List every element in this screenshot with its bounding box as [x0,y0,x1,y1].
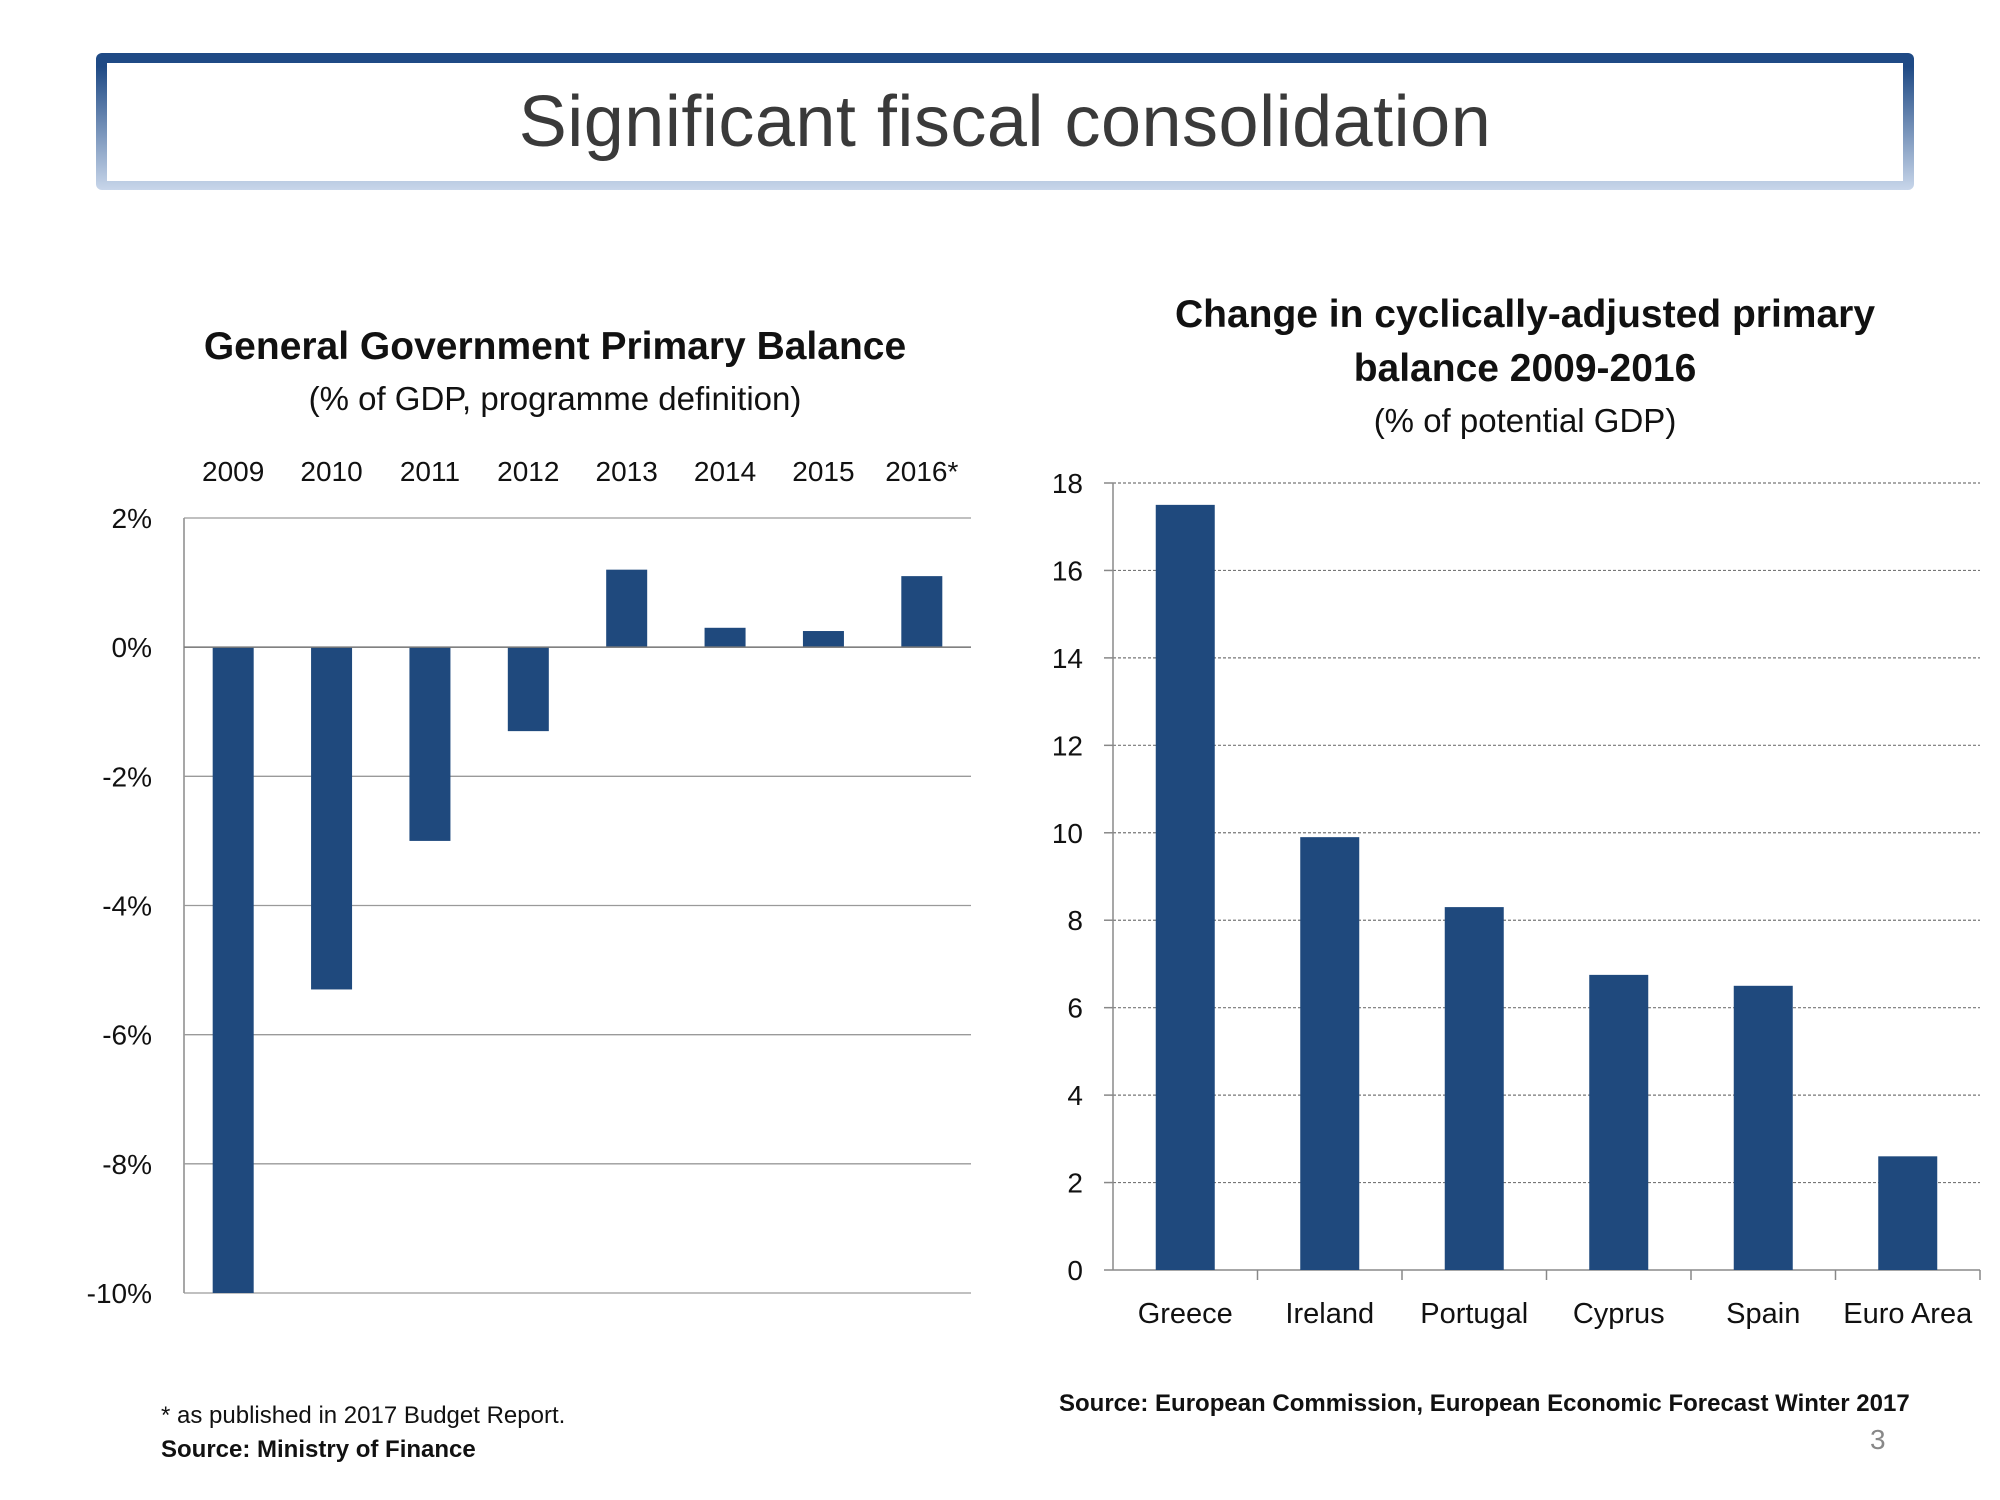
left-bar [704,627,746,648]
right-x-tick-label: Ireland [1285,1298,1374,1330]
left-chart-header: General Government Primary Balance (% of… [150,320,960,424]
left-chart-title: General Government Primary Balance [203,325,907,368]
right-bar [1444,907,1504,1270]
slide-title-inner: Significant fiscal consolidation [107,63,1903,181]
right-y-tick-label: 0 [1067,1255,1083,1286]
right-bar [1878,1156,1938,1270]
left-y-tick-label: -10% [87,1278,152,1309]
left-bar [507,647,549,732]
left-bar [606,569,648,648]
left-bar [409,647,451,841]
right-chart-header: Change in cyclically-adjusted primary ba… [1110,288,1940,446]
right-chart-title-line1: Change in cyclically-adjusted primary [1174,293,1876,336]
left-chart-footnote: * as published in 2017 Budget Report. [161,1402,566,1429]
left-x-tick-label: 2009 [202,456,264,487]
left-x-tick-label: 2016* [885,456,958,487]
left-x-tick-label: 2013 [596,456,658,487]
right-x-tick-label: Portugal [1420,1298,1528,1330]
left-bar [212,647,254,1293]
left-x-tick-label: 2010 [300,456,362,487]
left-x-tick-label: 2012 [497,456,559,487]
right-x-tick-label: Cyprus [1573,1298,1665,1330]
slide-title-frame: Significant fiscal consolidation [96,53,1914,190]
left-x-tick-label: 2014 [694,456,756,487]
left-y-tick-label: 2% [112,503,152,534]
right-y-tick-label: 10 [1052,818,1083,849]
left-chart-subtitle: (% of GDP, programme definition) [308,380,802,417]
right-chart-subtitle: (% of potential GDP) [1373,402,1677,439]
right-chart-source: Source: European Commission, European Ec… [1059,1390,1910,1417]
left-y-tick-label: 0% [112,632,152,663]
right-bar [1300,837,1360,1270]
left-y-tick-label: -6% [102,1020,152,1051]
right-y-tick-label: 8 [1067,905,1083,936]
right-chart-title-line2: balance 2009-2016 [1353,347,1697,390]
slide-title: Significant fiscal consolidation [518,82,1492,162]
right-y-tick-label: 18 [1052,468,1083,499]
left-y-tick-label: -8% [102,1149,152,1180]
right-bar [1589,974,1649,1270]
right-y-tick-label: 16 [1052,555,1083,586]
right-x-tick-label: Spain [1726,1298,1800,1330]
left-x-tick-label: 2011 [400,456,460,487]
right-y-tick-label: 6 [1067,993,1083,1024]
left-bar [802,631,844,648]
right-y-tick-label: 14 [1052,643,1083,674]
left-chart-plot: 2% 0% -2% -4% -6% -8% -10% 2009 2010 2011 2012 2013… [87,456,971,1309]
left-y-tick-label: -4% [102,891,152,922]
right-y-tick-label: 2 [1067,1168,1083,1199]
left-bar [901,576,943,648]
right-bar [1155,504,1215,1271]
right-x-tick-label: Euro Area [1843,1298,1973,1330]
right-y-tick-label: 4 [1067,1080,1083,1111]
right-chart-plot: 0 2 4 6 8 10 12 14 16 18 Greece Ireland Portugal Cypr… [1052,468,1981,1330]
page-number: 3 [1870,1424,1886,1455]
right-y-tick-label: 12 [1052,730,1083,761]
left-bar [311,647,353,990]
right-bar [1733,985,1793,1270]
left-y-tick-label: -2% [102,761,152,792]
right-x-tick-label: Greece [1138,1298,1233,1330]
left-x-tick-label: 2015 [792,456,854,487]
left-chart-source: Source: Ministry of Finance [161,1436,476,1463]
